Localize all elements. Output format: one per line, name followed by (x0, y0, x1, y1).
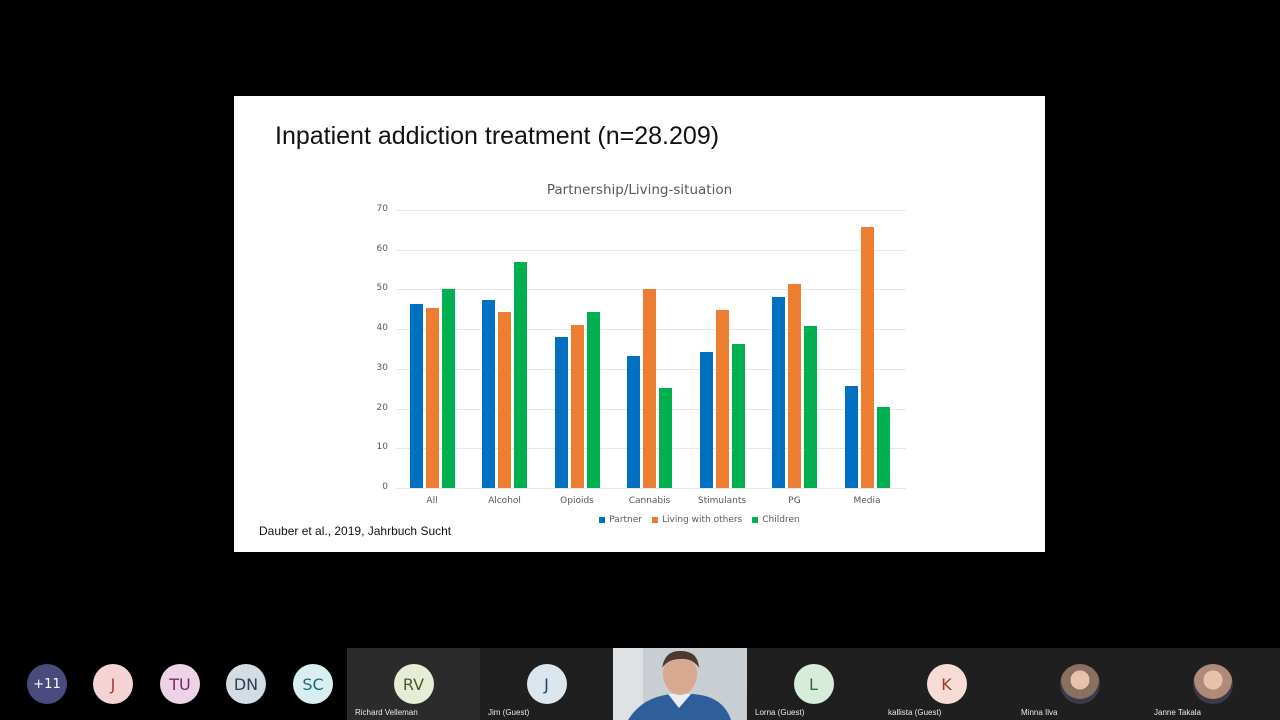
bar-living-with-others-pg (788, 284, 801, 488)
bar-living-with-others-opioids (570, 325, 584, 488)
more-participants-button[interactable]: +11 (27, 664, 67, 704)
bar-children-opioids (586, 312, 600, 488)
slide-citation: Dauber et al., 2019, Jahrbuch Sucht (259, 524, 452, 538)
x-axis-label: Media (853, 496, 881, 506)
slide-title: Inpatient addiction treatment (n=28.209) (275, 122, 720, 150)
chart-title: Partnership/Living-situation (546, 182, 733, 198)
bar-children-pg (804, 325, 817, 488)
bar-children-all (441, 289, 455, 488)
y-tick-label: 10 (376, 442, 388, 453)
legend-swatch (599, 517, 606, 523)
participant-avatar[interactable]: DN (226, 664, 266, 704)
active-speaker-video[interactable] (613, 648, 747, 720)
bar-partner-all (409, 304, 423, 488)
legend-item: Partner (599, 515, 642, 525)
participant-avatar[interactable]: SC (293, 664, 333, 704)
participant-avatar: K (926, 664, 967, 704)
bar-living-with-others-all (425, 308, 439, 488)
x-axis-label: Alcohol (488, 496, 521, 506)
participant-name: Jim (Guest) (488, 708, 530, 717)
bar-living-with-others-cannabis (643, 289, 656, 488)
participant-name: Minna Ilva (1021, 708, 1058, 717)
y-tick-label: 70 (376, 204, 388, 214)
participant-photo (1059, 664, 1100, 704)
legend-swatch (652, 517, 658, 523)
participant-tile[interactable]: Minna Ilva (1013, 648, 1146, 720)
participant-avatar: L (793, 664, 834, 704)
bar-chart: Partnership/Living-situation 0 10 20 30 40 50… (234, 96, 1045, 552)
bar-partner-media (844, 386, 858, 488)
legend-label: Living with others (662, 515, 743, 525)
participant-avatar: RV (393, 664, 434, 704)
bar-partner-opioids (554, 337, 568, 488)
y-tick-label: 40 (376, 323, 388, 334)
y-tick-label: 50 (376, 283, 388, 294)
bar-partner-cannabis (627, 356, 640, 488)
participant-tile[interactable]: L Lorna (Guest) (747, 648, 880, 720)
legend-label: Children (762, 515, 800, 525)
participant-photo (1193, 664, 1233, 704)
y-tick-label: 20 (376, 402, 388, 413)
participant-avatar[interactable]: TU (160, 664, 200, 704)
participant-avatar[interactable]: J (93, 664, 133, 704)
bar-living-with-others-alcohol (498, 312, 511, 488)
legend-item: Children (752, 515, 800, 525)
participant-avatar: J (526, 664, 567, 704)
x-axis-label: PG (788, 496, 801, 506)
legend-item: Living with others (652, 515, 742, 525)
y-tick-label: 60 (376, 243, 388, 254)
x-axis-label: Stimulants (697, 496, 747, 506)
participant-name: Lorna (Guest) (755, 708, 805, 717)
x-axis-label: All (426, 496, 438, 506)
participant-name: kallista (Guest) (888, 708, 942, 717)
bar-partner-pg (772, 296, 785, 488)
participant-tile[interactable]: Janne Takala (1146, 648, 1280, 720)
bar-living-with-others-media (860, 227, 874, 488)
shared-slide: Inpatient addiction treatment (n=28.209)… (234, 96, 1045, 552)
bar-children-cannabis (659, 387, 672, 488)
bar-children-stimulants (731, 343, 745, 488)
legend-label: Partner (609, 515, 642, 525)
participant-tile[interactable]: RV Richard Velleman (347, 648, 480, 720)
speaker-video-feed (613, 648, 746, 720)
bar-partner-stimulants (699, 351, 713, 488)
bar-children-alcohol (514, 261, 527, 488)
bar-partner-alcohol (482, 299, 495, 488)
participant-name: Richard Velleman (355, 708, 418, 717)
participant-name: Janne Takala (1154, 708, 1201, 717)
x-axis-label: Opioids (560, 496, 594, 506)
y-tick-label: 0 (382, 482, 388, 492)
y-tick-label: 30 (376, 362, 388, 373)
chart-legend: Partner Living with others Children (234, 515, 1045, 525)
participant-tile[interactable]: J Jim (Guest) (480, 648, 613, 720)
gridline (396, 210, 906, 211)
x-axis-label: Cannabis (628, 496, 671, 506)
bar-living-with-others-stimulants (715, 309, 729, 488)
gridline (396, 488, 906, 489)
legend-swatch (752, 517, 759, 523)
bar-children-media (876, 406, 890, 488)
gridline (396, 249, 906, 251)
